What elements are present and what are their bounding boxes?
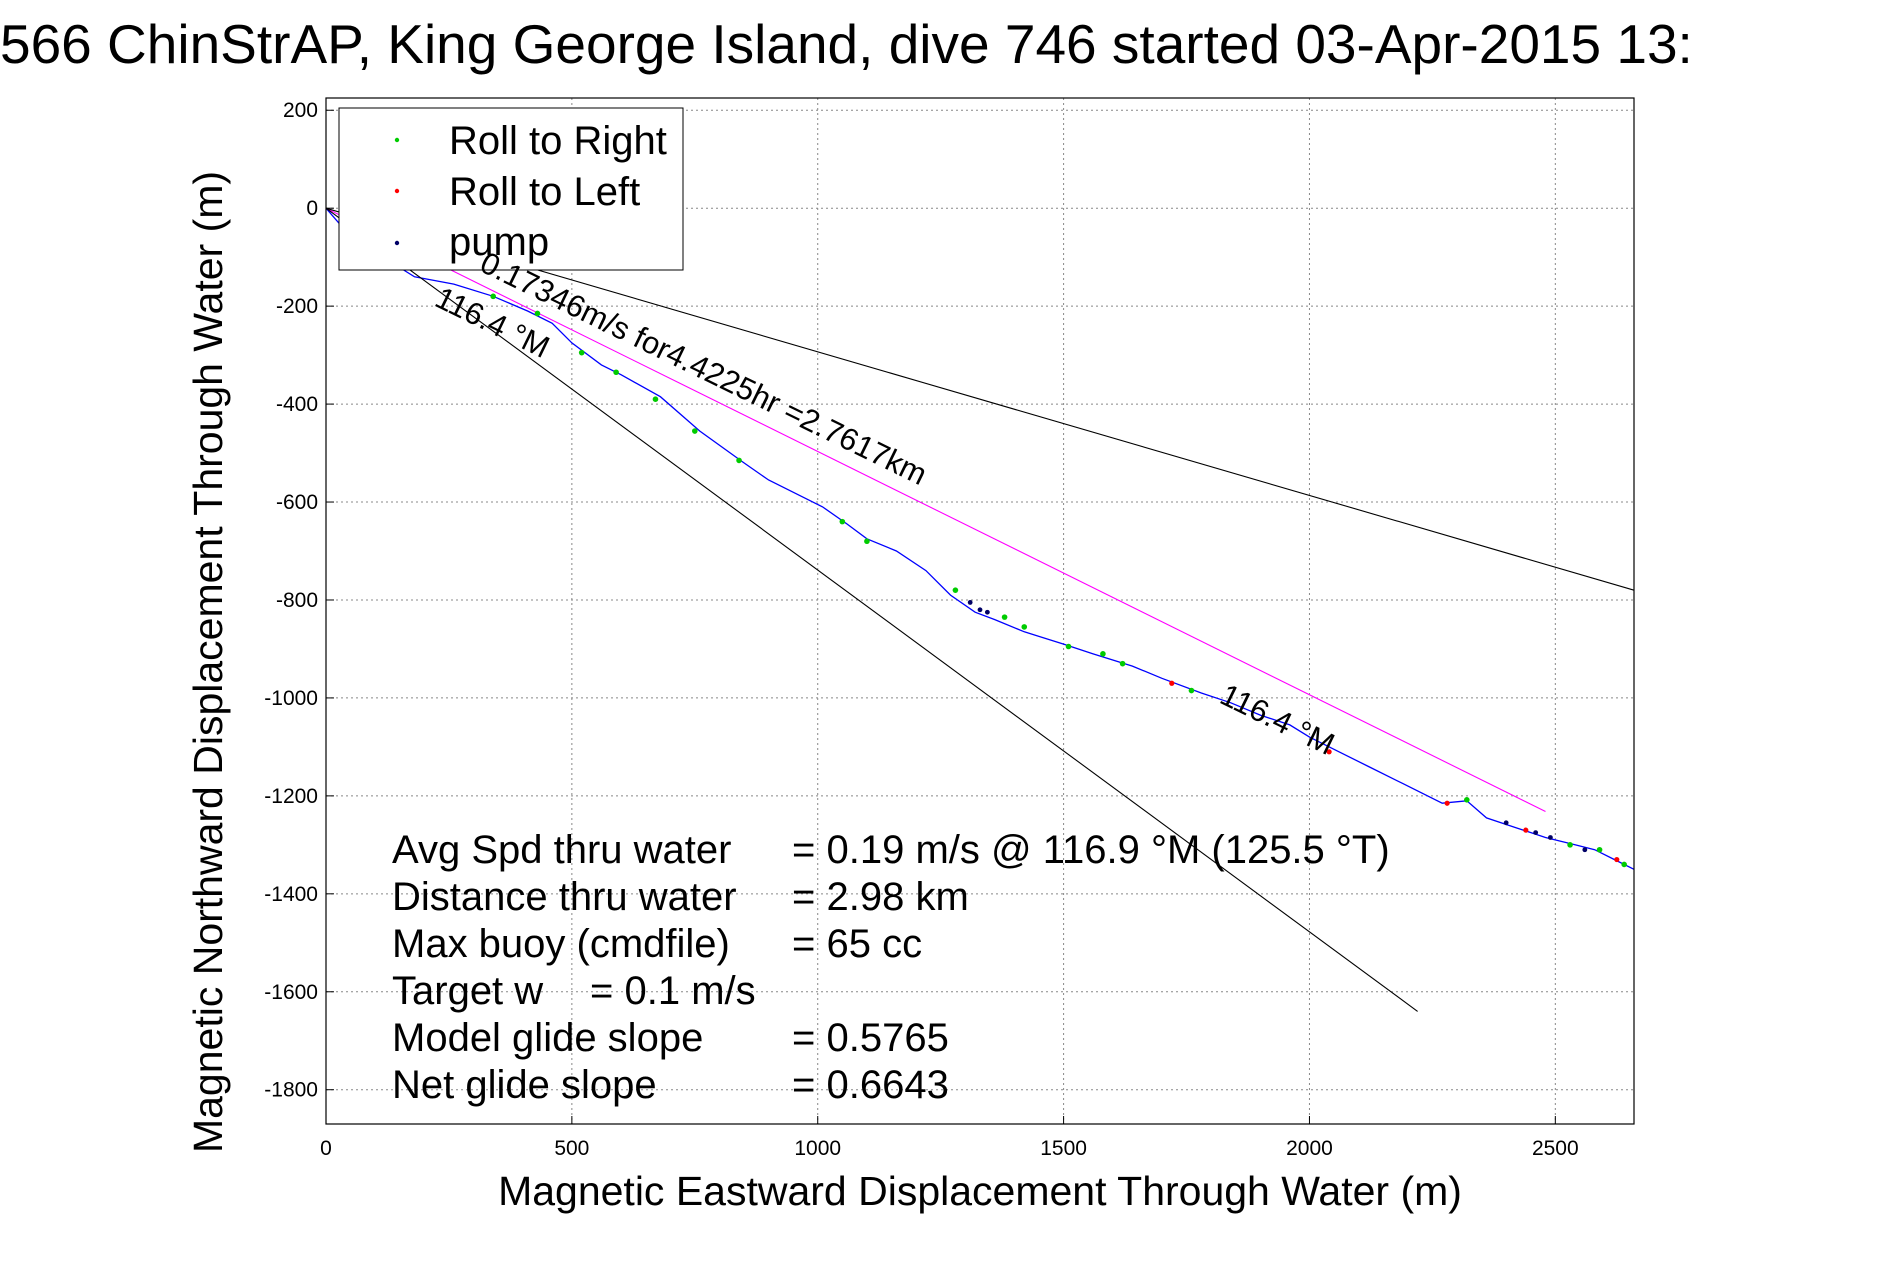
stat-value: = 0.19 m/s @ 116.9 °M (125.5 °T) <box>792 828 1390 872</box>
legend-label-pump: pump <box>449 220 549 264</box>
roll-left-point <box>1523 827 1529 833</box>
stat-value: = 0.5765 <box>792 1016 949 1060</box>
y-axis-label: Magnetic Northward Displacement Through … <box>185 171 231 1153</box>
pump-point <box>1548 835 1553 840</box>
x-tick-label: 2000 <box>1286 1137 1333 1160</box>
roll-right-point <box>1621 861 1627 868</box>
heading-annotation-right: 116.4 °M <box>1215 677 1340 762</box>
stat-value: = 0.6643 <box>792 1063 949 1107</box>
y-tick-label: -600 <box>276 491 318 514</box>
y-tick-label: -1200 <box>264 785 318 808</box>
roll-right-point <box>1021 624 1028 630</box>
roll-right-point <box>1001 614 1008 620</box>
pump-point <box>967 600 973 605</box>
stat-label: Model glide slope <box>392 1016 703 1060</box>
legend-swatch-roll-right <box>394 137 400 143</box>
y-tick-label: -1800 <box>264 1079 318 1102</box>
roll-right-point <box>952 587 959 593</box>
legend-label-roll-left: Roll to Left <box>449 170 640 214</box>
roll-right-point <box>1464 796 1470 803</box>
roll-right-point <box>613 369 619 376</box>
x-axis-label: Magnetic Eastward Displacement Through W… <box>498 1168 1462 1214</box>
heading-line-lower <box>325 207 1418 1012</box>
y-tick-label: 200 <box>283 99 318 122</box>
legend: Roll to Right Roll to Left pump <box>338 107 684 271</box>
track-line <box>325 207 1635 870</box>
pump-point <box>1503 820 1509 826</box>
stat-label: Target w <box>392 969 543 1013</box>
stat-label: Distance thru water <box>392 875 737 919</box>
stat-label: Net glide slope <box>392 1063 657 1107</box>
roll-right-point <box>1100 651 1106 657</box>
roll-right-point <box>1567 842 1573 848</box>
roll-right-point <box>864 538 870 545</box>
y-tick-label: -1000 <box>264 687 318 710</box>
y-tick-label: -400 <box>276 393 318 416</box>
roll-right-point <box>490 293 496 300</box>
pump-point <box>977 607 983 613</box>
stat-value: = 2.98 km <box>792 875 969 919</box>
x-tick-label: 500 <box>554 1137 589 1160</box>
stat-label: Max buoy (cmdfile) <box>392 922 730 966</box>
x-tick-label: 1500 <box>1040 1137 1087 1160</box>
y-tick-label: -1600 <box>264 981 318 1004</box>
y-tick-label: -1400 <box>264 883 318 906</box>
pump-point <box>984 609 990 615</box>
legend-swatch-pump <box>394 240 400 246</box>
roll-left-point <box>1326 749 1332 755</box>
legend-swatch-roll-left <box>394 188 400 194</box>
roll-right-point <box>578 349 585 356</box>
roll-right-point <box>691 428 698 434</box>
speed-line <box>325 207 1546 812</box>
roll-right-point <box>839 518 846 525</box>
legend-label-roll-right: Roll to Right <box>449 119 667 163</box>
y-tick-label: 0 <box>306 197 318 220</box>
roll-right-point <box>1065 643 1072 650</box>
roll-right-point <box>736 457 742 464</box>
y-tick-label: -200 <box>276 295 318 318</box>
y-tick-label: -800 <box>276 589 318 612</box>
grid-lines <box>325 98 1634 1124</box>
roll-right-point <box>1596 846 1603 853</box>
x-tick-label: 2500 <box>1532 1137 1579 1160</box>
pump-point <box>1533 830 1539 836</box>
roll-left-point <box>1444 800 1450 806</box>
pump-point <box>1582 847 1588 853</box>
x-tick-label: 0 <box>320 1137 332 1160</box>
roll-right-point <box>1119 660 1126 667</box>
x-tick-label: 1000 <box>794 1137 841 1160</box>
stat-value: = 65 cc <box>792 922 922 966</box>
stat-value: = 0.1 m/s <box>590 969 756 1013</box>
roll-left-point <box>1614 856 1620 863</box>
roll-right-point <box>652 396 659 402</box>
plot-frame <box>325 97 1635 1125</box>
heading-line-upper <box>325 207 1635 591</box>
chart-title: 566 ChinStrAP, King George Island, dive … <box>0 13 1693 75</box>
roll-right-point <box>534 310 541 317</box>
roll-right-point <box>1188 687 1195 694</box>
stat-label: Avg Spd thru water <box>392 828 731 872</box>
stats-block: Avg Spd thru water = 0.19 m/s @ 116.9 °M… <box>392 828 1390 1107</box>
roll-left-point <box>1169 680 1175 686</box>
axis-ticks: 0 500 1000 1500 2000 25002000-200-400-600-800… <box>264 99 1578 1160</box>
